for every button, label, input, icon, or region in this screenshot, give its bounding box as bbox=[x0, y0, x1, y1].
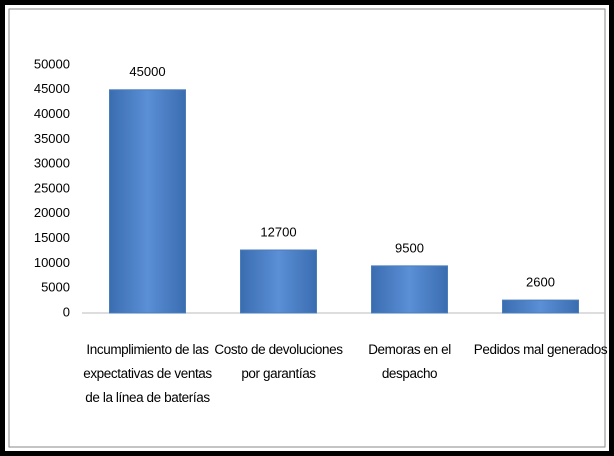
x-tick-label: Costo de devoluciones por garantías bbox=[214, 342, 343, 381]
inner-border bbox=[8, 8, 606, 448]
y-tick-label: 35000 bbox=[34, 131, 70, 146]
y-tick-label: 50000 bbox=[34, 56, 70, 71]
x-tick-label: Incumplimiento de las expectativas de ve… bbox=[83, 342, 212, 405]
y-tick-label: 30000 bbox=[34, 156, 70, 171]
y-tick-label: 45000 bbox=[34, 81, 70, 96]
data-label: 9500 bbox=[395, 240, 424, 255]
data-label: 2600 bbox=[526, 275, 555, 290]
bar bbox=[240, 249, 317, 314]
y-tick-label: 20000 bbox=[34, 205, 70, 220]
bar bbox=[109, 89, 186, 314]
x-tick-label: Pedidos mal generados bbox=[473, 342, 608, 357]
y-tick-label: 5000 bbox=[41, 280, 70, 295]
y-tick-label: 0 bbox=[63, 304, 70, 319]
y-tick-label: 15000 bbox=[34, 230, 70, 245]
data-label: 45000 bbox=[129, 64, 165, 79]
bar bbox=[502, 299, 579, 314]
y-tick-label: 40000 bbox=[34, 106, 70, 121]
x-tick-label: Demoras en el despacho bbox=[368, 342, 451, 381]
y-tick-label: 10000 bbox=[34, 255, 70, 270]
data-label: 12700 bbox=[260, 224, 296, 239]
y-tick-label: 25000 bbox=[34, 180, 70, 195]
bar bbox=[371, 265, 448, 314]
